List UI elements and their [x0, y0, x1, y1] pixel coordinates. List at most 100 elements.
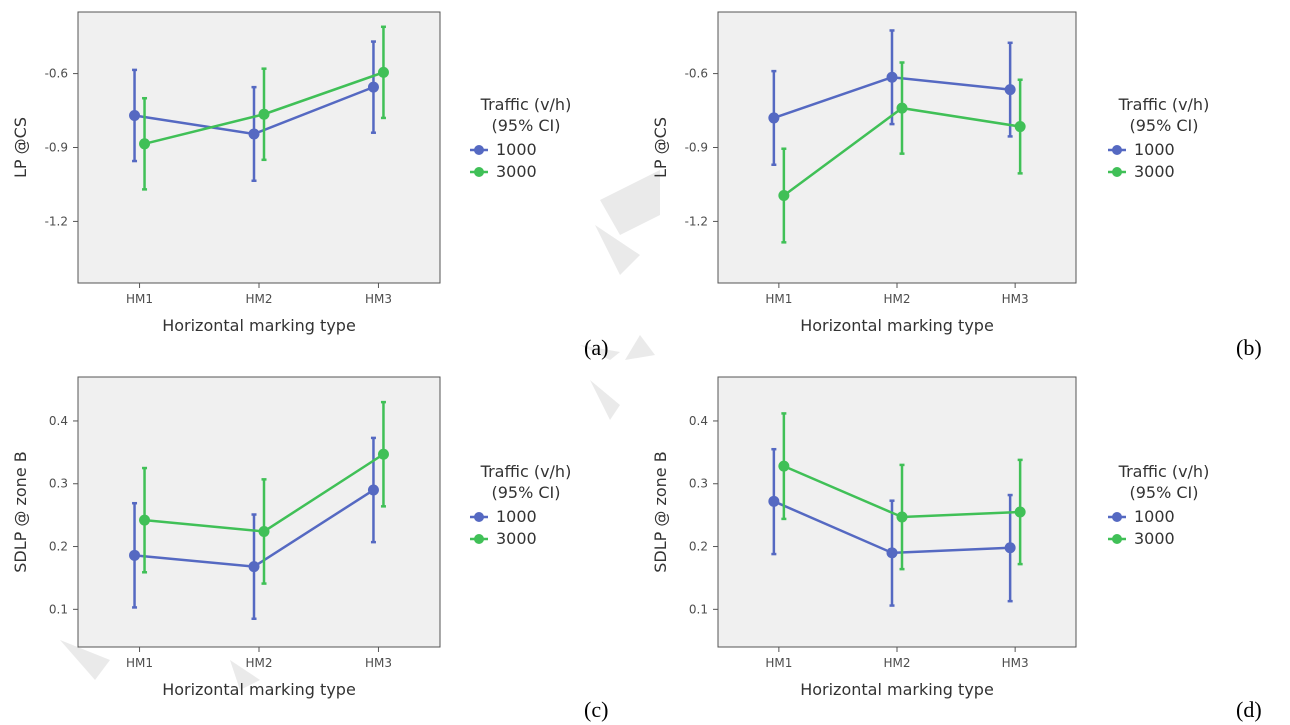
legend: Traffic (v/h) (95% CI) 1000 3000: [1108, 462, 1209, 548]
y-axis-title: LP @CS: [11, 117, 30, 178]
series-3000: [778, 61, 1026, 244]
x-tick-label: HM2: [245, 656, 272, 670]
data-point: [129, 109, 141, 121]
legend-subtitle: (95% CI): [491, 116, 560, 135]
series-1000: [129, 436, 379, 620]
x-tick-label: HM1: [126, 656, 153, 670]
y-axis-title: LP @CS: [651, 117, 670, 178]
x-tick-label: HM1: [126, 292, 153, 306]
series-3000: [139, 400, 389, 585]
panel-label: (d): [1236, 697, 1262, 722]
x-tick-label: HM1: [765, 656, 792, 670]
data-point: [886, 547, 898, 559]
legend: Traffic (v/h) (95% CI) 1000 3000: [470, 95, 571, 181]
data-point: [248, 128, 260, 140]
data-point: [248, 561, 260, 573]
y-tick-label: -0.6: [685, 67, 708, 81]
y-axis-title: SDLP @ zone B: [651, 451, 670, 572]
data-point: [377, 448, 389, 460]
x-axis-title: Horizontal marking type: [800, 316, 994, 335]
y-tick-label: -0.6: [45, 67, 68, 81]
data-point: [129, 549, 141, 561]
data-point: [886, 71, 898, 83]
legend-label: 3000: [496, 529, 537, 548]
data-point: [139, 138, 151, 150]
x-tick-label: HM3: [1002, 292, 1029, 306]
legend-key-dot: [474, 512, 484, 522]
panels: -0.6 -0.9 -1.2 HM1 HM2 HM3 Horizontal marking …: [11, 11, 1262, 722]
watermark: [60, 170, 660, 690]
panel-label: (c): [584, 697, 608, 722]
y-tick-label: 0.2: [49, 540, 68, 554]
x-tick-label: HM2: [883, 656, 910, 670]
y-tick-label: 0.1: [49, 602, 68, 616]
data-point: [258, 525, 270, 537]
y-tick-label: 0.3: [49, 477, 68, 491]
legend-key-dot: [1112, 534, 1122, 544]
legend-title: Traffic (v/h): [480, 462, 572, 481]
panel-label: (a): [584, 335, 608, 360]
data-point: [1004, 84, 1016, 96]
y-tick-label: 0.1: [689, 602, 708, 616]
legend-label: 1000: [496, 507, 537, 526]
data-point: [778, 460, 790, 472]
data-point: [258, 108, 270, 120]
legend-label: 1000: [1134, 140, 1175, 159]
legend-label: 1000: [496, 140, 537, 159]
y-tick-label: 0.4: [49, 414, 68, 428]
chart-panel-a: -0.6 -0.9 -1.2 HM1 HM2 HM3 Horizontal marking …: [11, 11, 608, 360]
legend-key-dot: [474, 145, 484, 155]
legend-label: 3000: [1134, 529, 1175, 548]
legend-key-dot: [1112, 167, 1122, 177]
x-tick-label: HM3: [365, 656, 392, 670]
x-axis-title: Horizontal marking type: [162, 680, 356, 699]
series-3000: [778, 412, 1026, 571]
y-tick-label: -0.9: [45, 141, 68, 155]
chart-panel-d: 0.1 0.2 0.3 0.4 HM1 HM2 HM3 Horizontal marking …: [651, 376, 1262, 722]
plot-area: [717, 11, 1077, 284]
data-point: [139, 514, 151, 526]
y-tick-label: 0.2: [689, 540, 708, 554]
data-point: [896, 511, 908, 523]
data-point: [1014, 506, 1026, 518]
y-tick-label: -1.2: [685, 214, 708, 228]
legend-title: Traffic (v/h): [1118, 462, 1210, 481]
data-point: [367, 81, 379, 93]
legend-label: 3000: [496, 162, 537, 181]
data-point: [768, 112, 780, 124]
x-axis-title: Horizontal marking type: [800, 680, 994, 699]
legend-title: Traffic (v/h): [1118, 95, 1210, 114]
y-tick-label: 0.4: [689, 414, 708, 428]
legend: Traffic (v/h) (95% CI) 1000 3000: [470, 462, 571, 548]
x-tick-label: HM2: [245, 292, 272, 306]
x-axis-title: Horizontal marking type: [162, 316, 356, 335]
x-tick-label: HM1: [765, 292, 792, 306]
plot-area: [77, 376, 441, 648]
legend-label: 3000: [1134, 162, 1175, 181]
series-1000: [768, 29, 1016, 166]
data-point: [1014, 121, 1026, 133]
x-tick-label: HM3: [1002, 656, 1029, 670]
series-3000: [139, 25, 389, 191]
y-tick-label: 0.3: [689, 477, 708, 491]
legend-label: 1000: [1134, 507, 1175, 526]
legend-subtitle: (95% CI): [1129, 116, 1198, 135]
legend-key-dot: [474, 167, 484, 177]
y-tick-label: -1.2: [45, 214, 68, 228]
x-tick-label: HM3: [365, 292, 392, 306]
chart-panel-c: 0.1 0.2 0.3 0.4 HM1 HM2 HM3 Horizontal marking …: [11, 376, 608, 722]
legend-key-dot: [1112, 512, 1122, 522]
panel-label: (b): [1236, 335, 1262, 360]
series-1000: [129, 40, 379, 183]
data-point: [377, 66, 389, 78]
chart-panel-b: -0.6 -0.9 -1.2 HM1 HM2 HM3 Horizontal marking …: [651, 11, 1262, 360]
data-point: [778, 190, 790, 202]
data-point: [896, 102, 908, 114]
legend-key-dot: [474, 534, 484, 544]
y-tick-label: -0.9: [685, 141, 708, 155]
data-point: [1004, 542, 1016, 554]
data-point: [367, 484, 379, 496]
legend-subtitle: (95% CI): [491, 483, 560, 502]
legend: Traffic (v/h) (95% CI) 1000 3000: [1108, 95, 1209, 181]
